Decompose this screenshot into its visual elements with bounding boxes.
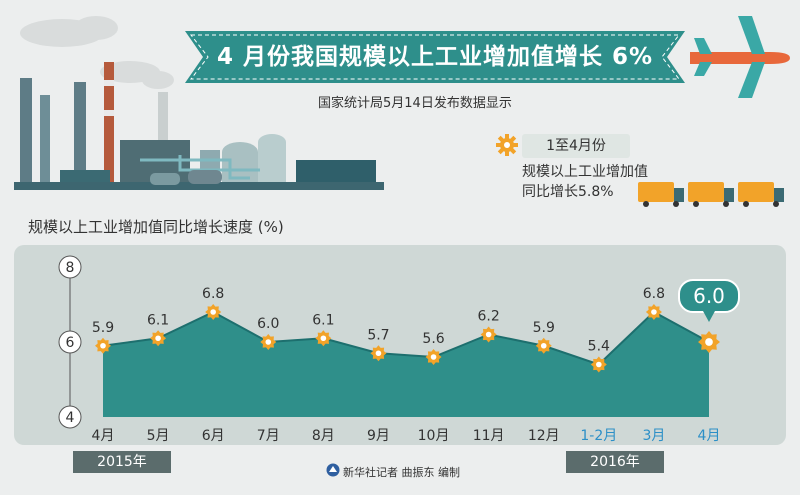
y-tick-marker [58, 405, 82, 429]
header-illustration [14, 16, 790, 207]
data-point-hole [485, 331, 492, 338]
x-tick-label: 6月 [202, 428, 225, 444]
page-title: 4 月份我国规模以上工业增加值增长 6% [216, 44, 654, 70]
gear-icon [496, 134, 518, 156]
data-point-hole [155, 335, 161, 342]
data-point-hole [540, 342, 547, 349]
stat-line-2: 同比增长5.8% [522, 184, 614, 200]
chart-title: 规模以上工业增加值同比增长速度 (%) [28, 218, 284, 236]
year-2016-label: 2016年 [566, 451, 664, 473]
data-label: 5.4 [588, 339, 610, 355]
plane-icon [690, 16, 790, 98]
x-tick-label: 3月 [642, 428, 665, 444]
trucks [638, 182, 784, 207]
data-point-hole [430, 354, 437, 360]
callout-pointer [703, 311, 715, 322]
title-banner [185, 31, 685, 83]
x-tick-label: 7月 [257, 428, 280, 444]
period-badge: 1至4月份 [522, 134, 630, 158]
data-label: 6.1 [312, 312, 334, 328]
data-label: 5.9 [92, 320, 114, 336]
factory [14, 62, 384, 190]
x-tick-label: 9月 [367, 428, 390, 444]
y-tick-marker [58, 330, 82, 354]
data-label: 5.9 [533, 320, 555, 336]
data-point-hole [375, 350, 382, 357]
data-point-hole [651, 309, 657, 315]
x-tick-label: 1-2月 [580, 428, 617, 444]
stat-text: 规模以上工业增加值 同比增长5.8% [522, 162, 682, 202]
y-tick-label: 4 [66, 410, 75, 426]
x-tick-label: 4月 [92, 428, 115, 444]
x-tick-label: 8月 [312, 428, 335, 444]
data-point-hole [210, 309, 216, 315]
x-tick-label: 4月 [698, 428, 721, 444]
x-tick-label: 12月 [528, 428, 560, 444]
data-label: 6.8 [643, 286, 665, 302]
stat-line-1: 规模以上工业增加值 [522, 164, 648, 180]
x-tick-label: 11月 [473, 428, 505, 444]
credit-line: 新华社记者 曲振东 编制 [343, 466, 460, 479]
data-label: 5.6 [422, 331, 444, 347]
subtitle: 国家统计局5月14日发布数据显示 [318, 96, 512, 111]
data-label: 6.8 [202, 286, 224, 302]
y-tick-label: 6 [66, 335, 75, 351]
x-tick-label: 5月 [147, 428, 170, 444]
data-label: 5.7 [367, 327, 389, 343]
area-fill [103, 312, 709, 417]
y-tick-marker [58, 255, 82, 279]
data-label: 6.1 [147, 312, 169, 328]
series-line [102, 310, 710, 366]
data-label: 6.0 [693, 284, 725, 308]
x-tick-label: 10月 [418, 428, 450, 444]
data-point-hole [705, 338, 713, 346]
clouds [20, 16, 174, 89]
data-label: 6.2 [478, 309, 500, 325]
data-point-hole [100, 342, 106, 349]
data-point-hole [320, 335, 327, 342]
xinhua-logo-icon [326, 463, 340, 477]
year-2015-label: 2015年 [73, 451, 171, 473]
data-point-hole [265, 339, 272, 345]
data-label: 6.0 [257, 316, 279, 332]
data-point-hole [596, 361, 602, 368]
y-tick-label: 8 [66, 260, 75, 276]
